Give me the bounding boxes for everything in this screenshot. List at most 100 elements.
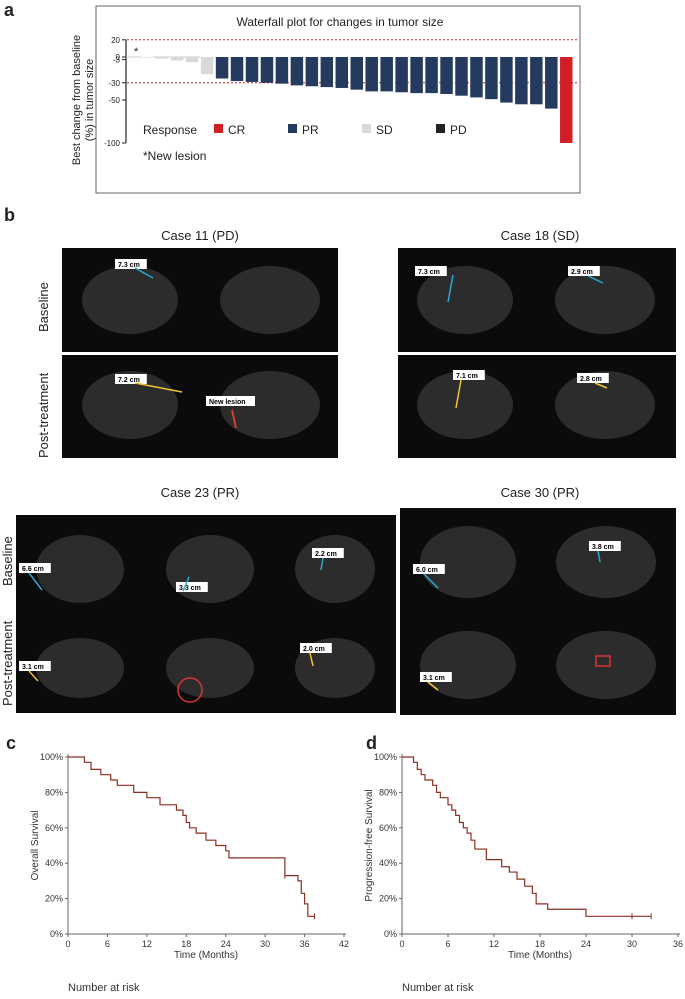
waterfall-bar — [320, 57, 334, 88]
y-tick-label: 80% — [45, 787, 63, 797]
case-title: Case 11 (PD) — [161, 228, 239, 243]
waterfall-bar — [425, 57, 438, 94]
panel-label-d: d — [366, 733, 377, 753]
waterfall-bar — [350, 57, 363, 90]
x-tick-label: 18 — [535, 939, 545, 949]
legend-swatch — [214, 124, 223, 133]
case-title: Case 30 (PR) — [500, 485, 580, 500]
mri-case30-post-1 — [400, 616, 536, 715]
waterfall-bar — [230, 57, 244, 82]
x-tick-label: 24 — [581, 939, 591, 949]
legend-label: PR — [302, 123, 319, 137]
mri-case30-baseline-1 — [400, 508, 536, 616]
mri-case30-post-2 — [536, 616, 676, 715]
legend-label: SD — [376, 123, 393, 137]
legend-swatch — [288, 124, 297, 133]
mri-case23-post-1 — [16, 623, 146, 713]
waterfall-bar — [185, 57, 199, 63]
mri-case18-post-left — [398, 355, 533, 458]
waterfall-bar — [260, 57, 274, 83]
mri-case30-baseline-2 — [536, 508, 676, 616]
panel-label-a: a — [4, 0, 15, 20]
legend-swatch — [436, 124, 445, 133]
x-tick-label: 24 — [221, 939, 231, 949]
mri-case18-baseline-left — [398, 248, 533, 352]
x-tick-label: 30 — [627, 939, 637, 949]
chart-frame — [95, 5, 581, 194]
new-lesion-marker: * — [134, 46, 139, 58]
waterfall-bar — [440, 57, 453, 94]
waterfall-bar — [545, 57, 558, 109]
waterfall-bar — [215, 57, 229, 79]
row-label-baseline: Baseline — [36, 282, 51, 332]
mri-case11-post-left — [62, 355, 198, 458]
x-tick-label: 36 — [300, 939, 310, 949]
mri-case18-post-right — [533, 355, 676, 458]
y-tick-label: 0 — [116, 53, 121, 62]
mri-case23-baseline-2 — [146, 515, 274, 623]
y-axis-label: Overall Survival — [30, 810, 41, 880]
waterfall-bar — [395, 57, 408, 93]
waterfall-bar — [380, 57, 393, 92]
waterfall-bar — [410, 57, 423, 94]
y-tick-label: 100% — [40, 752, 63, 762]
mri-case11-baseline-right — [198, 248, 338, 352]
waterfall-bar — [560, 57, 573, 143]
waterfall-bar — [530, 57, 543, 105]
waterfall-bar — [290, 57, 304, 86]
chart-title: Waterfall plot for changes in tumor size — [237, 15, 444, 29]
row-label-baseline: Baseline — [0, 536, 15, 586]
case-title: Case 23 (PR) — [160, 485, 240, 500]
x-tick-label: 30 — [260, 939, 270, 949]
panel-label-b: b — [4, 205, 15, 225]
x-tick-label: 42 — [339, 939, 349, 949]
waterfall-bar — [155, 57, 169, 59]
y-tick-label: 20 — [111, 36, 120, 45]
waterfall-bar — [485, 57, 498, 100]
legend-label: CR — [228, 123, 246, 137]
waterfall-bar — [455, 57, 468, 96]
waterfall-bar — [365, 57, 378, 92]
y-tick-label: 80% — [379, 787, 397, 797]
x-tick-label: 12 — [489, 939, 499, 949]
waterfall-bar — [245, 57, 259, 82]
x-tick-label: 18 — [181, 939, 191, 949]
legend-title: Response — [143, 123, 197, 137]
y-tick-label: 0% — [50, 929, 63, 939]
y-tick-label: 20% — [379, 894, 397, 904]
x-tick-label: 0 — [65, 939, 70, 949]
x-axis-label: Time (Months) — [174, 950, 238, 961]
waterfall-bar — [305, 57, 319, 87]
y-tick-label: -3 — [113, 56, 121, 65]
y-tick-label: -30 — [108, 79, 120, 88]
overall-survival-survival-curve — [68, 756, 315, 917]
legend-label: PD — [450, 123, 467, 137]
x-axis-label: Time (Months) — [508, 950, 572, 961]
y-tick-label: 40% — [379, 858, 397, 868]
y-tick-label: 60% — [45, 823, 63, 833]
mri-case11-post-right — [198, 355, 338, 458]
footnote: *New lesion — [143, 149, 206, 163]
risk-title: Number at risk — [402, 982, 474, 994]
row-label-post-treatment: Post-treatment — [0, 620, 15, 706]
mri-case23-baseline-3 — [274, 515, 396, 623]
y-tick-label: -100 — [104, 139, 121, 148]
panel-label-c: c — [6, 733, 17, 753]
y-tick-label: 40% — [45, 858, 63, 868]
mri-case11-baseline-left — [62, 248, 198, 352]
waterfall-bar — [515, 57, 528, 105]
waterfall-bar — [500, 57, 513, 103]
mri-case23-post-2 — [146, 623, 274, 713]
waterfall-bar — [470, 57, 483, 98]
legend-swatch — [362, 124, 371, 133]
x-tick-label: 36 — [673, 939, 683, 949]
waterfall-bar — [170, 57, 184, 61]
progression-free-survival-survival-curve — [402, 756, 652, 917]
y-tick-label: 100% — [374, 752, 397, 762]
mri-case23-post-3 — [274, 623, 396, 713]
y-tick-label: 20% — [45, 894, 63, 904]
waterfall-bar — [200, 57, 214, 75]
y-tick-label: -50 — [108, 96, 120, 105]
x-tick-label: 0 — [399, 939, 404, 949]
